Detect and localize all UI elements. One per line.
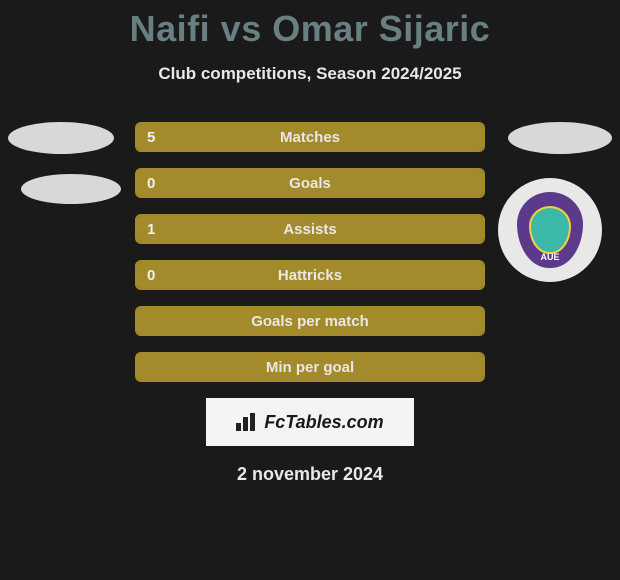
club-badge: AUE [517, 192, 583, 268]
avatar-placeholder-left-top [8, 122, 114, 154]
stat-bars: 5 Matches 0 Goals 1 Assists 0 Hattricks … [135, 122, 485, 382]
stat-label: Goals per match [137, 308, 483, 334]
stat-label: Matches [137, 124, 483, 150]
stats-area: AUE 5 Matches 0 Goals 1 Assists 0 Hattri… [0, 122, 620, 382]
page-subtitle: Club competitions, Season 2024/2025 [0, 64, 620, 84]
avatar-placeholder-right-top [508, 122, 612, 154]
bars-icon [236, 413, 260, 431]
stat-label: Assists [137, 216, 483, 242]
stat-bar-assists: 1 Assists [135, 214, 485, 244]
page-title: Naifi vs Omar Sijaric [0, 0, 620, 50]
stat-label: Goals [137, 170, 483, 196]
brand-text: FcTables.com [264, 412, 383, 433]
stat-bar-matches: 5 Matches [135, 122, 485, 152]
stat-bar-goals-per-match: Goals per match [135, 306, 485, 336]
stat-label: Hattricks [137, 262, 483, 288]
club-badge-label: AUE [517, 252, 583, 262]
avatar-placeholder-left-bottom [21, 174, 121, 204]
stat-label: Min per goal [137, 354, 483, 380]
club-badge-container: AUE [498, 178, 602, 282]
club-badge-inner-shape [529, 206, 571, 254]
stat-bar-goals: 0 Goals [135, 168, 485, 198]
stat-bar-hattricks: 0 Hattricks [135, 260, 485, 290]
brand-badge[interactable]: FcTables.com [206, 398, 414, 446]
date-label: 2 november 2024 [0, 464, 620, 485]
stat-bar-min-per-goal: Min per goal [135, 352, 485, 382]
